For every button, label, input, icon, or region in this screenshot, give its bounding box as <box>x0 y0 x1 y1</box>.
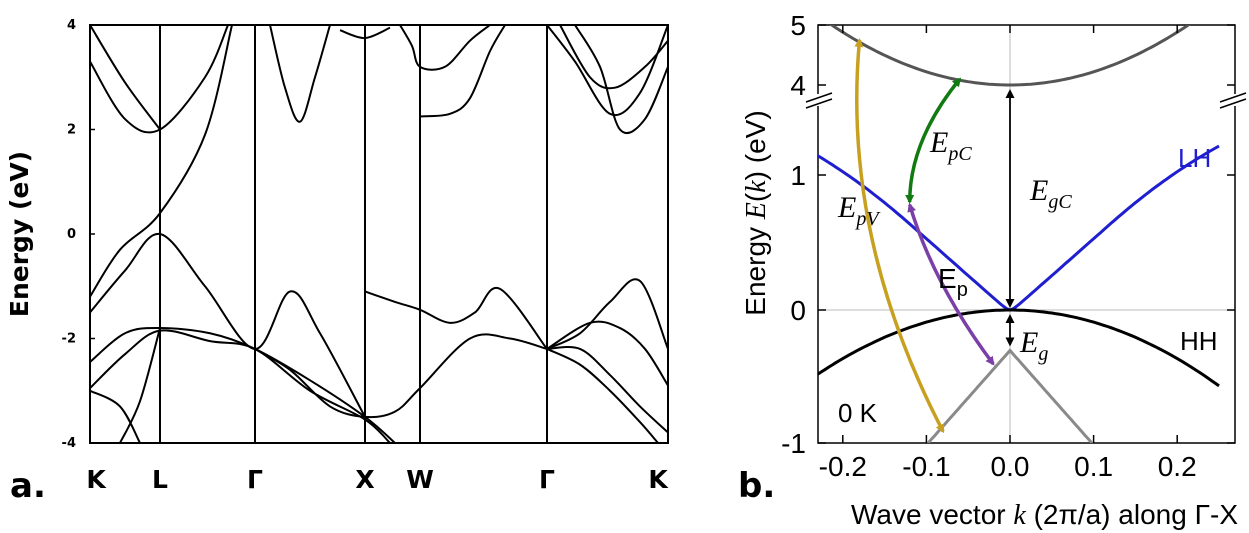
band-line-5 <box>90 232 366 418</box>
band-line-8 <box>90 25 161 131</box>
band-line-17 <box>546 278 668 350</box>
panel-b-y-tick-label: 1 <box>790 160 806 191</box>
panel-a-label: a. <box>10 466 46 506</box>
band-line-2 <box>90 329 391 443</box>
temperature-label: 0 K <box>838 398 878 428</box>
band-line-10 <box>364 286 548 350</box>
panel-a-plot-frame <box>89 24 669 444</box>
panel-a-symmetry-lines <box>159 25 548 443</box>
panel-a-y-tick-labels: 4 2 0 -2 -4 <box>62 18 95 451</box>
arrow-e-pv <box>854 38 945 434</box>
annotation-e-pc: EpC <box>929 126 972 165</box>
panel-b-x-tick-label: 0.0 <box>991 451 1030 482</box>
band-line-1 <box>90 327 396 443</box>
band-line-15 <box>546 346 668 434</box>
high-symmetry-label: Γ <box>247 465 263 494</box>
panel-b-y-tick-label: -1 <box>781 428 806 459</box>
panel-a-y-tick-label: -2 <box>62 332 76 347</box>
high-symmetry-label: K <box>86 465 107 494</box>
high-symmetry-label: L <box>152 465 168 494</box>
high-symmetry-label: Γ <box>539 465 555 494</box>
band-line-14 <box>419 25 506 118</box>
panel-a-y-tick-label: 4 <box>67 18 76 33</box>
panel-b-x-tick-label: 0.1 <box>1074 451 1113 482</box>
panel-b-x-tick-label: 0.2 <box>1158 451 1197 482</box>
annotation-e-g: Eg <box>1019 326 1048 365</box>
hh-label: HH <box>1180 326 1218 356</box>
annotation-e-p: Ep <box>938 263 968 301</box>
high-symmetry-label: W <box>406 465 434 494</box>
panel-b-y-tick-label: 0 <box>790 295 806 326</box>
arrow-e-p <box>907 202 995 366</box>
band-line-13 <box>399 25 491 71</box>
panel-a-y-tick-label: 2 <box>67 123 76 138</box>
band-line-4 <box>119 327 161 443</box>
panel-b-x-axis-label: Wave vector k (2π/a) along Γ-X <box>851 499 1238 531</box>
panel-a-y-tick-label: -4 <box>62 436 76 451</box>
axis-break-right <box>1219 92 1247 109</box>
panel-a-y-tick-label: 0 <box>67 227 76 242</box>
panel-a-band-structure: 4 2 0 -2 -4 K L Γ X W Γ K Energy (eV) a. <box>5 18 669 506</box>
band-line-16 <box>546 348 659 443</box>
panel-a-y-axis-label: Energy (eV) <box>5 151 34 317</box>
panel-b-y-tick-label: 5 <box>790 10 806 41</box>
lh-label: LH <box>1178 143 1211 173</box>
band-line-21 <box>574 25 668 135</box>
panel-b-x-tick-label: -0.2 <box>819 451 867 482</box>
band-line-11 <box>269 25 331 123</box>
panel-b-y-axis-label: Energy E(k) (eV) <box>740 110 772 315</box>
band-line-19 <box>546 25 668 117</box>
high-symmetry-label: K <box>648 465 669 494</box>
panel-b-y-tick-label: 4 <box>790 70 806 101</box>
panel-b-label: b. <box>738 466 775 506</box>
annotation-e-gc: EgC <box>1029 174 1072 213</box>
band-line-6 <box>90 25 233 298</box>
band-line-12 <box>339 26 391 40</box>
high-symmetry-label: X <box>355 465 374 494</box>
panel-b-plot-frame <box>817 24 1236 444</box>
panel-b-ticks: -0.2 -0.1 0.0 0.1 0.2 5 4 1 0 -1 <box>781 10 1235 482</box>
axis-break-left <box>805 92 833 109</box>
panel-a-bands <box>90 25 668 443</box>
band-line-18 <box>546 320 668 387</box>
panel-b-band-diagram: LH HH EpC EpV Ep EgC Eg -0.2 -0.1 0.0 0.1 0.2 5 4 1 0… <box>738 10 1247 531</box>
band-line-9 <box>254 333 548 419</box>
annotation-e-pv: EpV <box>837 191 881 230</box>
panel-b-x-tick-label: -0.1 <box>902 451 950 482</box>
band-line-3 <box>90 389 141 443</box>
band-line-20 <box>559 25 668 90</box>
panel-b-arrows: EpC EpV Ep EgC Eg <box>837 38 1072 434</box>
